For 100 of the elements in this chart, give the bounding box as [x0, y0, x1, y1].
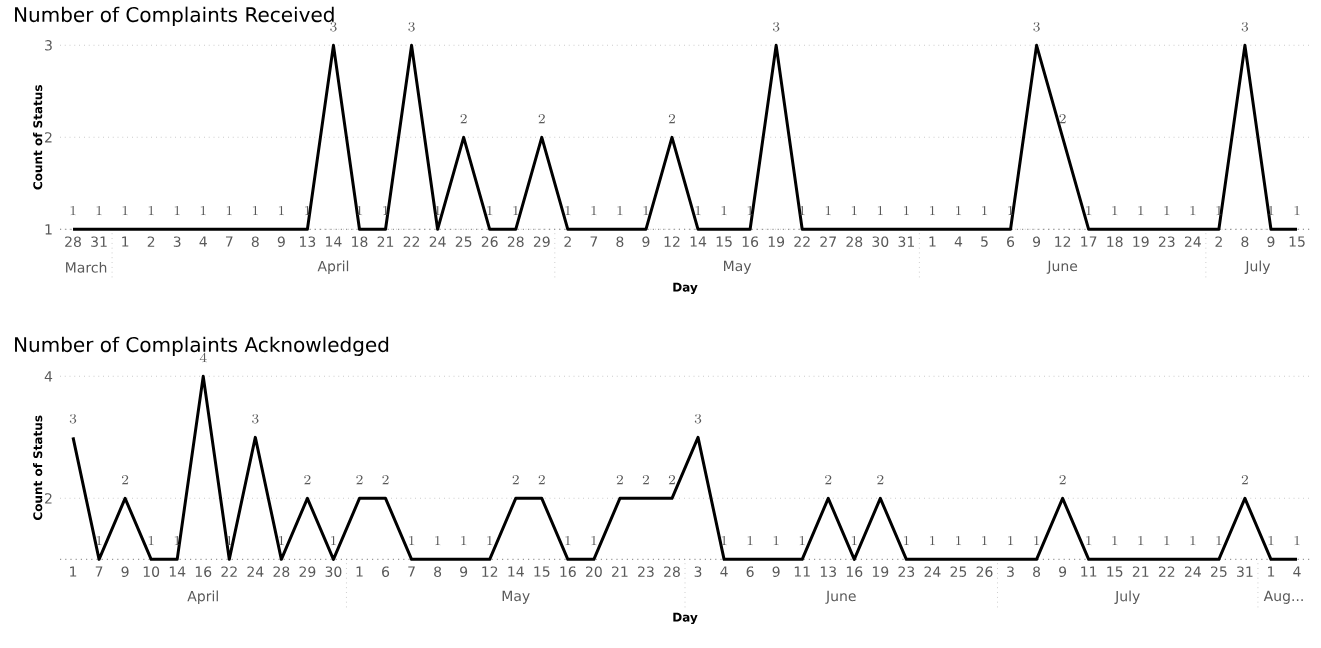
- x-tick-label: 9: [277, 236, 285, 247]
- x-tick-label: 18: [352, 236, 368, 247]
- y-axis-title: Count of Status: [33, 84, 43, 190]
- x-tick-label: 4: [1293, 566, 1301, 577]
- data-label: 1: [1216, 535, 1222, 545]
- x-tick-label: 9: [772, 566, 780, 577]
- x-tick-label: 14: [508, 566, 524, 577]
- x-tick-label: 19: [768, 236, 785, 247]
- x-tick-label: 12: [664, 236, 680, 247]
- x-tick-label: 4: [199, 236, 207, 247]
- text: Aug...: [1263, 590, 1303, 604]
- x-tick-label: 8: [616, 236, 624, 247]
- data-label: 1: [122, 205, 128, 215]
- data-label: 2: [668, 113, 676, 123]
- data-label: 2: [304, 474, 311, 485]
- x-tick-label: 7: [590, 236, 598, 247]
- x-tick-label: 26: [481, 236, 498, 247]
- data-label: 1: [1008, 535, 1014, 545]
- data-label: 1: [721, 205, 727, 215]
- x-tick-label: 9: [1059, 566, 1067, 577]
- x-tick-label: 13: [300, 236, 316, 247]
- x-tick-label: 2: [147, 236, 155, 247]
- x-tick-label: 15: [716, 236, 732, 247]
- x-tick-label: 16: [195, 566, 212, 577]
- data-label: 1: [747, 205, 753, 215]
- x-tick-label: 11: [794, 566, 810, 577]
- x-tick-label: 14: [326, 236, 342, 247]
- data-label: 1: [877, 205, 883, 215]
- data-label: 1: [1190, 535, 1196, 545]
- data-label: 1: [591, 535, 597, 545]
- x-tick-label: 18: [1107, 236, 1123, 247]
- data-label: 1: [1294, 535, 1300, 545]
- x-tick-label: 8: [1241, 236, 1249, 247]
- data-label: 2: [512, 474, 519, 485]
- y-tick-label: 2: [45, 492, 52, 504]
- data-label: 1: [487, 205, 493, 215]
- x-tick-label: 30: [325, 566, 342, 577]
- x-tick-label: 11: [1081, 566, 1097, 577]
- data-label: 2: [668, 474, 676, 485]
- data-label: 3: [694, 413, 702, 424]
- y-axis-title: Count of Status: [33, 415, 43, 520]
- data-label: 1: [200, 205, 206, 215]
- x-tick-label: 9: [1267, 236, 1275, 247]
- x-tick-label: 28: [65, 236, 81, 247]
- data-label: 1: [565, 535, 571, 545]
- text: May: [724, 260, 752, 274]
- data-label: 3: [69, 413, 77, 424]
- x-tick-label: 14: [169, 566, 186, 577]
- data-label: 1: [1008, 205, 1014, 215]
- x-tick-label: 16: [742, 236, 759, 247]
- x-tick-label: 24: [429, 236, 446, 247]
- data-label: 1: [278, 205, 284, 215]
- data-label: 1: [1086, 205, 1092, 215]
- data-label: 1: [1190, 205, 1196, 215]
- text: May: [502, 590, 530, 604]
- data-label: 2: [356, 474, 363, 485]
- x-tick-label: 27: [820, 236, 836, 247]
- x-tick-label: 9: [121, 566, 129, 577]
- data-label: 1: [226, 205, 232, 215]
- data-label: 1: [591, 205, 597, 215]
- data-label: 3: [252, 413, 259, 424]
- x-tick-label: 13: [820, 566, 837, 577]
- x-tick-label: 31: [1237, 566, 1253, 577]
- data-label: 1: [383, 205, 389, 215]
- x-tick-label: 28: [664, 566, 680, 577]
- x-tick-label: 2: [564, 236, 571, 247]
- data-label: 1: [70, 205, 76, 215]
- data-label: 1: [1112, 535, 1118, 545]
- x-tick-label: 1: [1268, 566, 1275, 577]
- data-label: 1: [435, 535, 441, 545]
- data-label: 1: [565, 205, 571, 215]
- x-tick-label: 19: [872, 566, 889, 577]
- data-label: 1: [1164, 205, 1170, 215]
- data-label: 1: [982, 205, 988, 215]
- x-tick-label: 6: [1007, 236, 1015, 247]
- x-tick-label: 22: [1158, 566, 1175, 577]
- x-tick-label: 23: [898, 566, 915, 577]
- x-tick-label: 7: [225, 236, 233, 247]
- x-tick-label: 4: [720, 566, 728, 577]
- data-label: 1: [1268, 535, 1274, 545]
- data-label: 1: [1138, 205, 1144, 215]
- data-label: 2: [538, 474, 545, 485]
- x-tick-label: 23: [638, 566, 654, 577]
- data-label: 1: [851, 205, 857, 215]
- data-label: 1: [487, 535, 493, 545]
- x-tick-label: 1: [70, 566, 77, 577]
- data-label: 1: [174, 535, 180, 545]
- data-label: 1: [409, 535, 415, 545]
- data-label: 1: [357, 205, 363, 215]
- x-tick-label: 24: [1184, 236, 1201, 247]
- x-tick-label: 30: [872, 236, 889, 247]
- x-tick-label: 12: [482, 566, 498, 577]
- data-label: 1: [929, 205, 936, 215]
- x-tick-label: 9: [642, 236, 650, 247]
- x-tick-label: 21: [1132, 566, 1149, 577]
- data-label: 1: [929, 535, 936, 545]
- x-tick-label: 19: [1133, 236, 1149, 247]
- x-tick-label: 8: [434, 566, 442, 577]
- x-tick-label: 4: [954, 236, 963, 247]
- x-tick-label: 31: [91, 236, 107, 247]
